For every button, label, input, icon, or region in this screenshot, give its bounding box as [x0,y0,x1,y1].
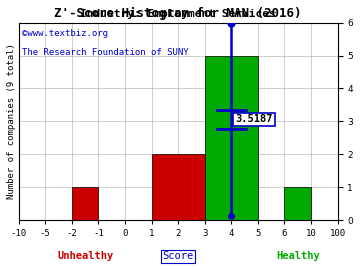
Text: Healthy: Healthy [276,251,320,261]
Bar [205,56,258,220]
Y-axis label: Number of companies (9 total): Number of companies (9 total) [7,43,16,199]
Text: Unhealthy: Unhealthy [57,251,113,261]
Text: Industry: Employment Services: Industry: Employment Services [80,9,276,19]
Bar [284,187,311,220]
Text: 3.5187: 3.5187 [235,114,273,124]
Text: ©www.textbiz.org: ©www.textbiz.org [22,29,108,38]
Text: Score: Score [162,251,194,261]
Bar [72,187,98,220]
Text: The Research Foundation of SUNY: The Research Foundation of SUNY [22,48,189,57]
Title: Z'-Score Histogram for MAN (2016): Z'-Score Histogram for MAN (2016) [54,7,302,20]
Bar [152,154,205,220]
